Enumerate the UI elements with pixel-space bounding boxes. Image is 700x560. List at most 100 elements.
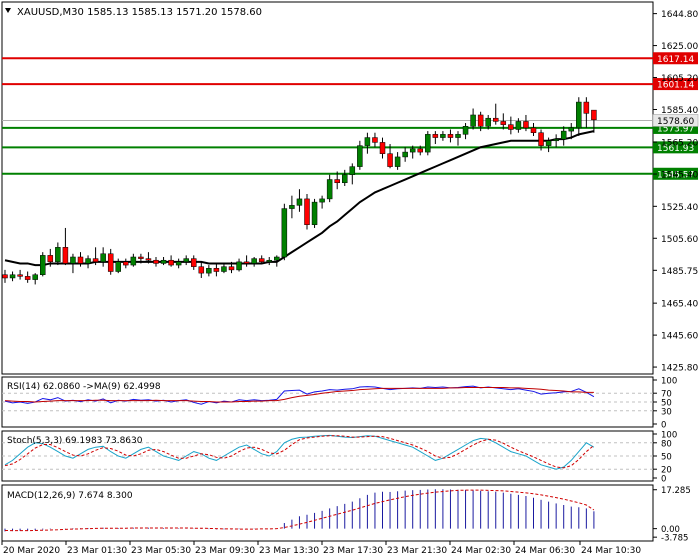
candle bbox=[591, 109, 597, 133]
candle bbox=[402, 147, 408, 162]
time-tick-label: 24 Mar 02:30 bbox=[451, 546, 511, 556]
candle bbox=[357, 140, 363, 170]
candle-body bbox=[402, 151, 408, 158]
candle bbox=[326, 174, 333, 203]
candle bbox=[462, 123, 469, 140]
candle bbox=[538, 129, 544, 151]
osc-tick-label: 70 bbox=[661, 390, 672, 400]
candle bbox=[9, 271, 16, 282]
candle bbox=[447, 129, 454, 143]
candle-body bbox=[538, 132, 544, 146]
candle bbox=[47, 248, 54, 267]
macd-pane: 17.285 0.00-3.785 MACD(12,26,9) 7.674 8.3… bbox=[1, 484, 691, 544]
price-tick-label: 1605.20 bbox=[661, 74, 698, 84]
candle-body bbox=[440, 134, 446, 138]
candle-body bbox=[228, 266, 235, 271]
osc-tick-label: 0 bbox=[661, 421, 666, 431]
candle bbox=[379, 137, 386, 159]
candle bbox=[334, 171, 340, 190]
osc-tick-label: 50 bbox=[661, 399, 672, 409]
candle-body bbox=[387, 153, 393, 167]
candle bbox=[251, 256, 257, 267]
osc-line-signal bbox=[4, 435, 595, 469]
candle bbox=[394, 152, 401, 170]
candle bbox=[515, 118, 522, 133]
macd-tick-label: 17.285 bbox=[661, 486, 691, 496]
osc-tick-label: 100 bbox=[661, 431, 677, 441]
level-label: 1545.57 bbox=[657, 170, 694, 180]
osc-tick-label: 20 bbox=[661, 466, 672, 476]
price-tick-label: 1565.20 bbox=[661, 139, 698, 149]
osc-tick-label: 100 bbox=[661, 377, 677, 387]
candle-body bbox=[123, 261, 129, 266]
time-tick-label: 23 Mar 05:30 bbox=[131, 546, 191, 556]
candle bbox=[55, 242, 61, 266]
macd-signal-line bbox=[4, 489, 595, 532]
macd-histogram bbox=[4, 489, 595, 532]
price-tick-label: 1485.75 bbox=[661, 267, 698, 277]
candle-body bbox=[130, 256, 137, 266]
candle-body bbox=[92, 258, 99, 263]
price-tick-label: 1465.40 bbox=[661, 300, 698, 310]
candle-body bbox=[175, 261, 182, 266]
candle bbox=[2, 269, 8, 283]
candle bbox=[160, 256, 167, 266]
candle-body bbox=[591, 109, 597, 121]
candle bbox=[409, 145, 416, 159]
level-label: 1601.14 bbox=[657, 81, 694, 91]
candle bbox=[138, 253, 144, 264]
price-tick-label: 1505.60 bbox=[661, 235, 698, 245]
level-badge bbox=[653, 167, 698, 180]
candle bbox=[319, 195, 325, 209]
candle-body bbox=[379, 142, 386, 154]
candle-body bbox=[70, 256, 76, 264]
candle-body bbox=[85, 258, 91, 264]
osc-line-main bbox=[4, 434, 595, 470]
candle-body bbox=[198, 266, 205, 274]
level-label: 1573.97 bbox=[657, 124, 694, 134]
candle bbox=[115, 258, 121, 274]
candle-body bbox=[560, 130, 567, 140]
macd-label: MACD(12,26,9) 7.674 8.300 bbox=[7, 491, 133, 501]
collapse-triangle-icon[interactable] bbox=[5, 8, 11, 13]
candle bbox=[523, 114, 529, 132]
candle bbox=[500, 113, 507, 130]
candle-body bbox=[470, 114, 476, 127]
candle bbox=[304, 194, 310, 230]
candle-body bbox=[432, 134, 439, 138]
candle bbox=[175, 258, 182, 269]
candle-body bbox=[55, 247, 61, 263]
osc-line-signal bbox=[4, 386, 594, 403]
candle-body bbox=[372, 137, 378, 143]
candle bbox=[274, 255, 280, 267]
candle bbox=[455, 131, 461, 146]
candle-body bbox=[508, 124, 514, 130]
stoch-lines bbox=[2, 434, 653, 470]
time-tick-label: 24 Mar 10:30 bbox=[581, 546, 641, 556]
candle bbox=[576, 97, 582, 136]
candle bbox=[145, 252, 152, 264]
candle bbox=[168, 255, 174, 267]
candle bbox=[417, 145, 423, 156]
candle-body bbox=[77, 256, 84, 264]
candle-body bbox=[243, 261, 250, 264]
candle-body bbox=[553, 138, 559, 142]
candle-body bbox=[447, 134, 454, 138]
candle-body bbox=[258, 258, 265, 263]
price-tick-label: 1585.40 bbox=[661, 106, 698, 116]
candle-body bbox=[319, 198, 325, 203]
candle bbox=[32, 273, 38, 285]
current-price-badge bbox=[652, 114, 699, 127]
candle bbox=[24, 271, 31, 283]
candle bbox=[183, 255, 189, 266]
candle-body bbox=[425, 134, 431, 153]
time-tick-label: 23 Mar 13:30 bbox=[259, 546, 319, 556]
candle bbox=[100, 247, 106, 267]
candle-body bbox=[342, 174, 348, 184]
candle bbox=[553, 134, 559, 148]
candle-body bbox=[168, 259, 174, 266]
osc-tick-label: 30 bbox=[661, 407, 672, 417]
candle bbox=[191, 255, 197, 270]
